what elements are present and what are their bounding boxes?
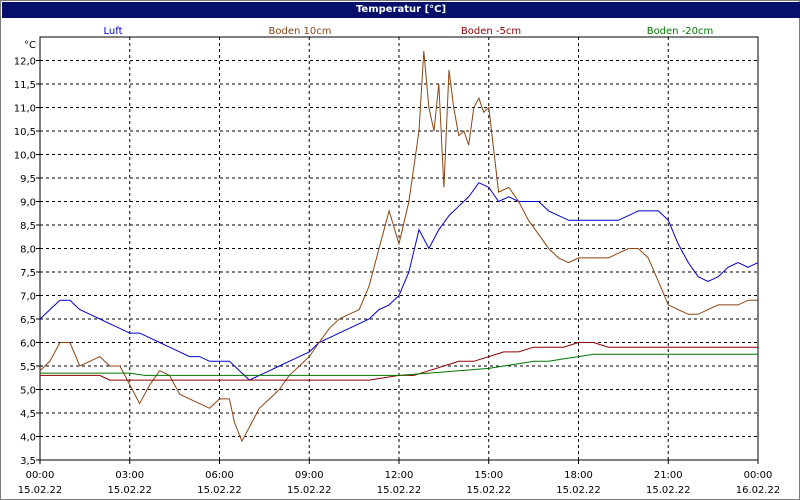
x-tick-time: 12:00 bbox=[385, 470, 414, 481]
y-tick-label: 8,5 bbox=[20, 221, 36, 232]
y-axis-unit: °C bbox=[24, 40, 36, 51]
y-tick-label: 7,5 bbox=[20, 268, 36, 279]
series-layer bbox=[39, 51, 759, 443]
x-tick-time: 06:00 bbox=[205, 470, 234, 481]
series-line-4 bbox=[40, 353, 758, 376]
y-tick-label: 4,5 bbox=[20, 409, 36, 420]
y-tick-label: 5,5 bbox=[20, 362, 36, 373]
x-tick-date: 15.02.22 bbox=[107, 485, 152, 496]
legend: Luft Boden 10cm Boden -5cm Boden -20cm bbox=[104, 26, 714, 37]
x-tick-date: 15.02.22 bbox=[556, 485, 601, 496]
y-tick-label: 10,5 bbox=[14, 127, 36, 138]
y-tick-label: 4,0 bbox=[20, 433, 36, 444]
series-line-2 bbox=[39, 51, 758, 443]
series-line-1 bbox=[39, 182, 759, 381]
y-tick-label: 9,0 bbox=[20, 198, 36, 209]
legend-entry: Luft bbox=[104, 26, 123, 37]
y-tick-label: 11,0 bbox=[14, 104, 36, 115]
x-tick-time: 00:00 bbox=[26, 470, 55, 481]
x-tick-date: 15.02.22 bbox=[197, 485, 242, 496]
legend-entry: Boden -5cm bbox=[461, 26, 521, 37]
x-tick-date: 15.02.22 bbox=[646, 485, 691, 496]
x-tick-date: 15.02.22 bbox=[377, 485, 422, 496]
x-tick-time: 00:00 bbox=[744, 470, 773, 481]
x-tick-date: 15.02.22 bbox=[466, 485, 511, 496]
y-tick-label: 3,5 bbox=[20, 456, 36, 467]
y-tick-label: 9,5 bbox=[20, 174, 36, 185]
legend-entry: Boden 10cm bbox=[269, 26, 332, 37]
y-tick-label: 12,0 bbox=[14, 57, 36, 68]
legend-entry: Boden -20cm bbox=[647, 26, 714, 37]
y-tick-label: 6,5 bbox=[20, 315, 36, 326]
x-tick-date: 15.02.22 bbox=[18, 485, 63, 496]
x-tick-date: 16.02.22 bbox=[736, 485, 781, 496]
x-tick-date: 15.02.22 bbox=[287, 485, 332, 496]
y-tick-label: 5,0 bbox=[20, 386, 36, 397]
y-tick-label: 11,5 bbox=[14, 80, 36, 91]
y-tick-label: 6,0 bbox=[20, 339, 36, 350]
series-line-3 bbox=[40, 342, 758, 381]
x-tick-time: 21:00 bbox=[654, 470, 683, 481]
axis-layer: 3,5 4,0 4,5 5,0 5,5 6,0 6,5 7,0 7,5 8,0 8,5 9,0 9,5 1… bbox=[14, 40, 781, 496]
x-tick-time: 15:00 bbox=[474, 470, 503, 481]
y-tick-label: 7,0 bbox=[20, 292, 36, 303]
y-tick-label: 10,0 bbox=[14, 151, 36, 162]
x-tick-time: 09:00 bbox=[295, 470, 324, 481]
grid bbox=[40, 37, 758, 460]
y-tick-label: 8,0 bbox=[20, 245, 36, 256]
x-tick-time: 18:00 bbox=[564, 470, 593, 481]
x-tick-time: 03:00 bbox=[115, 470, 144, 481]
chart-title: Temperatur [°C] bbox=[2, 2, 800, 18]
